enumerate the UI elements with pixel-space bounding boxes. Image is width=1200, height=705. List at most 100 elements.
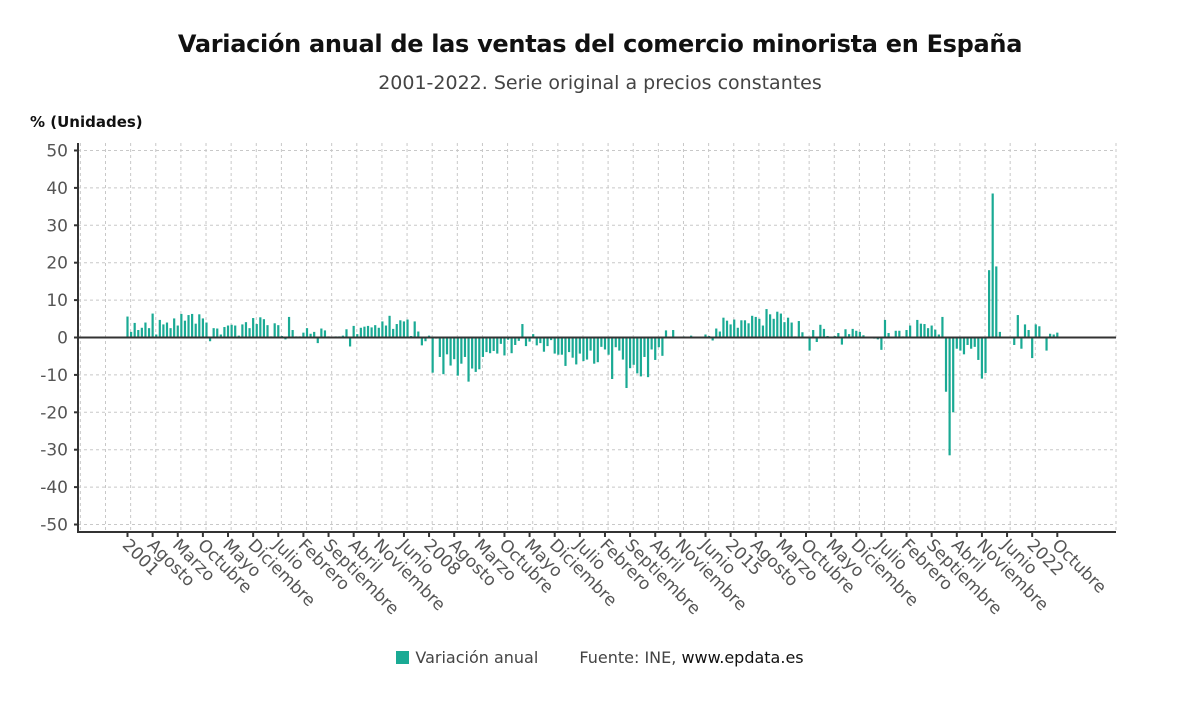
bar [212, 328, 215, 338]
bar [485, 337, 488, 353]
bar [984, 337, 987, 374]
bar [137, 330, 140, 338]
bar [567, 337, 571, 353]
bar [941, 316, 944, 338]
bar [514, 337, 517, 345]
bar [808, 337, 811, 351]
bar [769, 314, 772, 338]
bar [191, 313, 194, 338]
bar [959, 337, 962, 351]
bar [187, 315, 190, 338]
bar [388, 315, 391, 338]
bar [621, 337, 625, 360]
bar [729, 324, 732, 338]
bar [216, 328, 219, 338]
bar [1049, 333, 1052, 338]
bar [467, 337, 470, 382]
bar [837, 333, 840, 338]
bar [424, 337, 427, 342]
bar [966, 337, 969, 345]
bar [998, 331, 1001, 338]
bar [546, 337, 549, 347]
bar [438, 337, 441, 357]
bar [352, 325, 355, 338]
bar [883, 319, 887, 338]
bar [600, 337, 603, 347]
bar [1031, 337, 1034, 359]
bar [345, 329, 348, 338]
bar [442, 337, 445, 375]
bar [453, 337, 456, 360]
bar [151, 313, 154, 338]
bar [417, 331, 420, 338]
bar [603, 337, 607, 350]
bar [571, 337, 574, 358]
bar [320, 328, 323, 338]
chart-subtitle: 2001-2022. Serie original a precios cons… [378, 72, 822, 94]
bar [589, 337, 592, 351]
bar [758, 318, 761, 338]
bar [291, 330, 294, 338]
bar [528, 337, 531, 342]
bar [858, 331, 861, 338]
bar [847, 334, 851, 338]
bar [894, 330, 897, 338]
bar [654, 337, 657, 360]
bar [273, 323, 276, 338]
bar [524, 337, 528, 347]
y-tick-label: 40 [46, 179, 68, 199]
bar [255, 324, 258, 338]
bar [471, 337, 474, 369]
y-tick-label: 50 [46, 141, 68, 161]
bar [481, 337, 485, 357]
bar [381, 321, 384, 338]
bar [370, 327, 373, 338]
bar [1052, 334, 1055, 338]
bar [639, 337, 642, 377]
bar [564, 337, 567, 366]
bar [445, 337, 449, 355]
bar [266, 325, 269, 338]
y-axis-label: % (Unidades) [30, 113, 143, 131]
bar [991, 193, 994, 338]
bar [496, 337, 499, 354]
bar [629, 337, 632, 369]
chart-title: Variación anual de las ventas del comerc… [177, 30, 1023, 58]
bar [585, 337, 589, 360]
bar [140, 327, 143, 338]
bar [277, 325, 280, 338]
x-tick-labels: 2001AgostoMarzoOctubreMayoDiciembreJulio… [118, 535, 1110, 619]
bar [399, 320, 402, 338]
bar [521, 324, 524, 338]
bar-chart: 50 40 30 20 10 0 -10 -20 -30 -40 -50 2001AgostoMar… [40, 141, 1117, 619]
source-prefix: Fuente: INE, [579, 648, 677, 667]
bar [259, 317, 262, 338]
bar [356, 334, 359, 338]
bar [955, 337, 958, 349]
bar [593, 337, 596, 364]
bar [234, 325, 237, 338]
bar [733, 319, 736, 338]
bar [740, 320, 743, 338]
bar [776, 311, 779, 338]
bar [607, 337, 610, 355]
bar [165, 322, 169, 338]
bar [144, 322, 147, 338]
bar [657, 337, 660, 348]
bar [988, 270, 991, 338]
bar [952, 337, 955, 413]
bar [1056, 332, 1059, 338]
bar [596, 337, 599, 363]
bar [155, 334, 158, 338]
bar [223, 327, 226, 338]
bar [661, 337, 664, 356]
bar [664, 330, 668, 338]
y-tick-label: -30 [40, 441, 68, 461]
bar [772, 318, 775, 338]
bar [980, 337, 984, 379]
bar [366, 325, 370, 338]
bar [309, 333, 312, 338]
bar [754, 316, 757, 338]
bar [722, 317, 725, 338]
bar [650, 337, 653, 350]
